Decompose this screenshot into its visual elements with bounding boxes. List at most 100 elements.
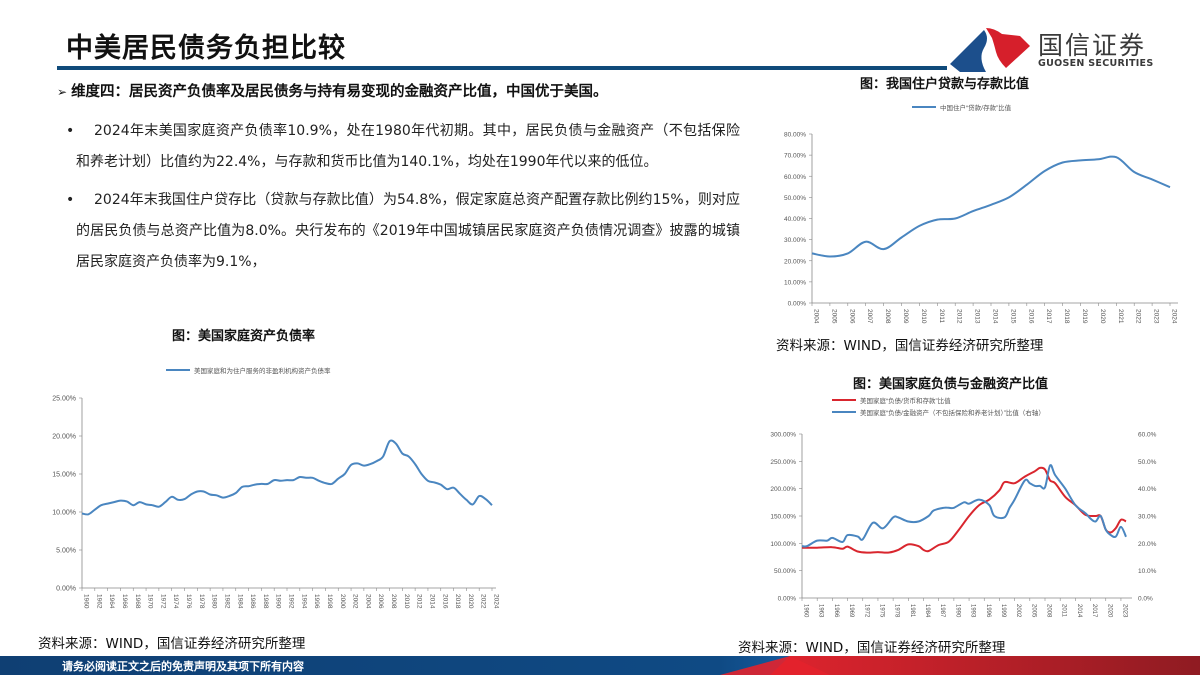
svg-text:10.00%: 10.00%	[784, 279, 806, 286]
svg-text:2000: 2000	[339, 594, 346, 609]
svg-text:2008: 2008	[390, 594, 397, 609]
svg-text:200.00%: 200.00%	[770, 486, 796, 493]
bullet-dot-icon: •	[66, 192, 75, 208]
svg-text:20.0%: 20.0%	[1138, 541, 1157, 548]
svg-text:2024: 2024	[493, 594, 500, 609]
guosen-logo-icon	[950, 28, 1030, 72]
svg-text:2005: 2005	[1030, 604, 1036, 618]
svg-text:2008: 2008	[884, 309, 891, 324]
svg-text:2024: 2024	[1171, 309, 1178, 324]
svg-text:1996: 1996	[313, 594, 320, 609]
svg-text:2012: 2012	[956, 309, 963, 324]
svg-text:2018: 2018	[454, 594, 461, 609]
svg-text:2009: 2009	[902, 309, 909, 324]
svg-text:1966: 1966	[121, 594, 128, 609]
svg-text:1981: 1981	[909, 604, 915, 618]
svg-text:1996: 1996	[985, 604, 991, 618]
svg-text:1968: 1968	[134, 594, 141, 609]
svg-text:2014: 2014	[992, 309, 999, 324]
svg-text:2016: 2016	[441, 594, 448, 609]
svg-text:1975: 1975	[878, 604, 884, 618]
bullet-text: 2024年末美国家庭资产负债率10.9%，处在1980年代初期。其中，居民负债与…	[76, 123, 740, 170]
chart-title-us-debt-assets: 图：美国家庭负债与金融资产比值	[853, 377, 1049, 392]
svg-text:2019: 2019	[1081, 309, 1088, 324]
svg-text:1964: 1964	[108, 594, 115, 609]
svg-text:1992: 1992	[288, 594, 295, 609]
svg-text:2016: 2016	[1027, 309, 1034, 324]
svg-text:0.00%: 0.00%	[788, 301, 807, 308]
bullet-list: • 2024年末美国家庭资产负债率10.9%，处在1980年代初期。其中，居民负…	[60, 116, 740, 285]
source-note-us-debt-assets: 资料来源：WIND，国信证券经济研究所整理	[738, 640, 1006, 656]
footer-disclaimer: 请务必阅读正文之后的免责声明及其项下所有内容	[62, 660, 304, 673]
svg-text:300.00%: 300.00%	[770, 432, 796, 439]
svg-text:60.0%: 60.0%	[1138, 432, 1157, 439]
svg-text:1969: 1969	[848, 604, 854, 618]
svg-text:2020: 2020	[1106, 604, 1112, 618]
svg-text:0.0%: 0.0%	[1138, 596, 1153, 603]
chart-title-us-leverage: 图：美国家庭资产负债率	[172, 329, 316, 344]
svg-text:1974: 1974	[172, 594, 179, 609]
svg-text:70.00%: 70.00%	[784, 153, 806, 160]
svg-text:2022: 2022	[480, 594, 487, 609]
svg-text:2010: 2010	[920, 309, 927, 324]
svg-text:2017: 2017	[1045, 309, 1052, 324]
svg-text:30.00%: 30.00%	[784, 237, 806, 244]
svg-text:2022: 2022	[1135, 309, 1142, 324]
svg-text:2006: 2006	[377, 594, 384, 609]
svg-text:1999: 1999	[1000, 604, 1006, 618]
svg-text:1986: 1986	[249, 594, 256, 609]
svg-text:0.00%: 0.00%	[778, 596, 797, 603]
svg-text:2021: 2021	[1117, 309, 1124, 324]
svg-text:1994: 1994	[300, 594, 307, 609]
bullet-dot-icon: •	[66, 123, 75, 139]
svg-text:2005: 2005	[830, 309, 837, 324]
svg-text:1980: 1980	[211, 594, 218, 609]
svg-text:1984: 1984	[236, 594, 243, 609]
svg-text:5.00%: 5.00%	[56, 548, 76, 555]
svg-text:2015: 2015	[1009, 309, 1016, 324]
svg-text:1972: 1972	[159, 594, 166, 609]
page-title: 中美居民债务负担比较	[66, 33, 346, 64]
svg-text:1987: 1987	[939, 604, 945, 618]
chart-cn-loan-deposit-ratio: 中国住户“贷款/存款”比值 0.00% 10.00% 20.00% 30.00% 40.0…	[784, 103, 1178, 324]
svg-text:2008: 2008	[1046, 604, 1052, 618]
svg-text:10.0%: 10.0%	[1138, 568, 1157, 575]
headline-text: 维度四：居民资产负债率及居民债务与持有易变现的金融资产比值，中国优于美国。	[71, 84, 608, 100]
svg-text:2023: 2023	[1121, 604, 1127, 618]
bullet-item: • 2024年末美国家庭资产负债率10.9%，处在1980年代初期。其中，居民负…	[60, 116, 740, 178]
svg-text:150.00%: 150.00%	[770, 514, 796, 521]
svg-text:1993: 1993	[970, 604, 976, 618]
svg-text:2018: 2018	[1063, 309, 1070, 324]
footer-banner: 请务必阅读正文之后的免责声明及其项下所有内容	[0, 656, 1200, 675]
title-divider	[57, 66, 947, 70]
chart-us-household-leverage: 美国家庭和为住户服务的非盈利机构资产负债率 0.00% 5.00% 10.00% 15.…	[52, 366, 500, 609]
svg-text:2020: 2020	[1099, 309, 1106, 324]
svg-text:40.00%: 40.00%	[784, 216, 806, 223]
svg-text:2006: 2006	[848, 309, 855, 324]
svg-text:1962: 1962	[95, 594, 102, 609]
svg-text:1998: 1998	[326, 594, 333, 609]
svg-text:2011: 2011	[1061, 604, 1067, 618]
svg-text:1966: 1966	[833, 604, 839, 618]
svg-text:1984: 1984	[924, 604, 930, 618]
svg-text:50.0%: 50.0%	[1138, 459, 1157, 466]
svg-text:0.00%: 0.00%	[56, 586, 76, 593]
svg-text:2020: 2020	[467, 594, 474, 609]
svg-text:2013: 2013	[974, 309, 981, 324]
svg-text:2004: 2004	[813, 309, 820, 324]
svg-text:1963: 1963	[818, 604, 824, 618]
svg-text:2014: 2014	[1076, 604, 1082, 618]
svg-text:1972: 1972	[863, 604, 869, 618]
svg-text:60.00%: 60.00%	[784, 174, 806, 181]
svg-text:2023: 2023	[1153, 309, 1160, 324]
svg-text:美国家庭“负债/货币和存款”比值: 美国家庭“负债/货币和存款”比值	[860, 396, 951, 405]
svg-text:2017: 2017	[1091, 604, 1097, 618]
source-note-cn-loan-deposit: 资料来源：WIND，国信证券经济研究所整理	[776, 338, 1044, 354]
source-note-us-leverage: 资料来源：WIND，国信证券经济研究所整理	[38, 636, 306, 652]
logo-chinese-name: 国信证券	[1038, 31, 1147, 60]
chart-title-cn-loan-deposit: 图：我国住户贷款与存款比值	[860, 77, 1030, 92]
footer-decoration	[0, 656, 1200, 675]
svg-text:2014: 2014	[428, 594, 435, 609]
svg-text:2012: 2012	[416, 594, 423, 609]
arrow-bullet-icon: ➢	[57, 85, 68, 99]
